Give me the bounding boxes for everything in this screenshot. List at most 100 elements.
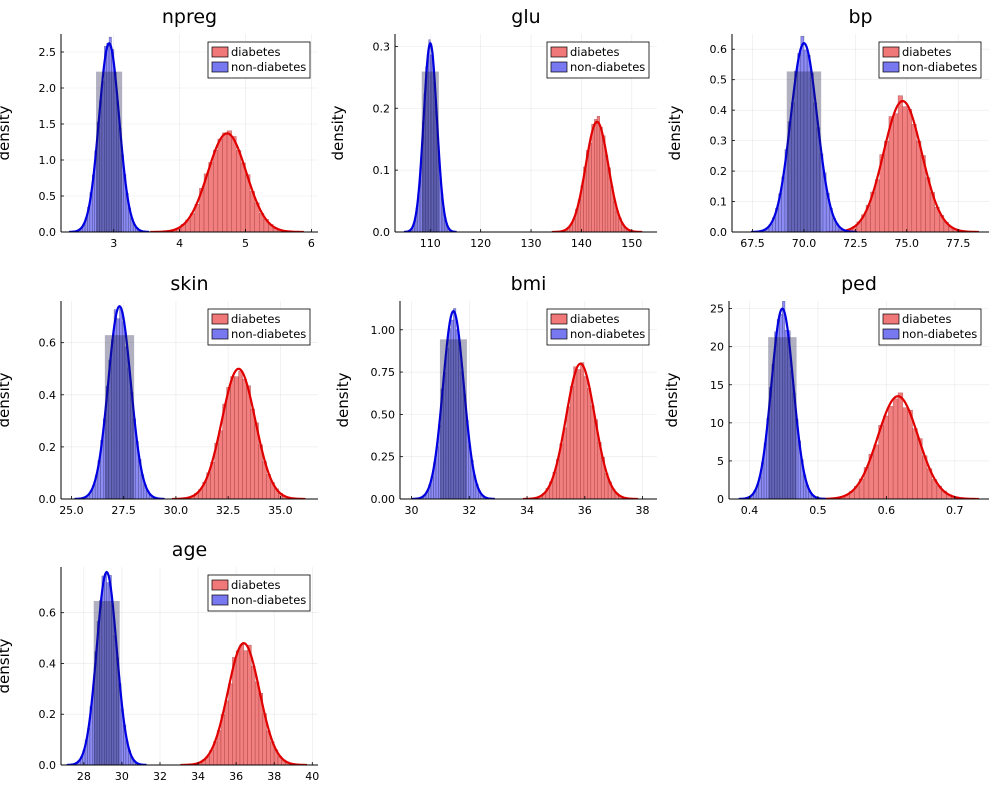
non-diabetes-density-line: [68, 42, 150, 232]
diabetes-bar: [251, 665, 256, 765]
x-tick-label: 70.0: [792, 237, 817, 250]
legend-label-diabetes: diabetes: [570, 45, 620, 59]
diabetes-bar: [878, 425, 884, 499]
x-tick-label: 130: [521, 237, 542, 250]
diabetes-bar: [566, 406, 571, 499]
diabetes-bar: [222, 132, 228, 232]
plot-area: [74, 304, 306, 499]
legend-swatch-diabetes: [550, 313, 568, 325]
y-tick-label: 0: [717, 493, 724, 506]
y-tick-label: 1.0: [39, 154, 57, 167]
diabetes-bar: [892, 398, 899, 499]
y-tick-label: 0.6: [710, 43, 728, 56]
y-tick-label: 0.00: [371, 493, 396, 506]
x-tick-label: 34: [191, 770, 205, 783]
legend-label-diabetes: diabetes: [902, 312, 952, 326]
x-tick-label: 0.6: [878, 504, 896, 517]
x-tick-label: 38: [267, 770, 281, 783]
diabetes-bar: [243, 650, 248, 765]
diabetes-bar: [226, 387, 231, 499]
x-tick-label: 5: [242, 237, 249, 250]
diabetes-bar: [217, 138, 223, 232]
y-tick-label: 15: [710, 379, 724, 392]
legend-swatch-non-diabetes: [882, 328, 900, 340]
y-axis-label: density: [0, 105, 13, 160]
y-tick-label: 0.1: [710, 196, 728, 209]
diabetes-bar: [594, 119, 598, 232]
panel-title: skin: [170, 273, 208, 295]
legend-swatch-non-diabetes: [211, 328, 229, 340]
legend-label-non-diabetes: non-diabetes: [231, 593, 306, 607]
legend-label-diabetes: diabetes: [231, 312, 281, 326]
diabetes-bar: [238, 370, 243, 499]
diabetes-bar: [580, 362, 585, 499]
diabetes-bar: [897, 392, 904, 499]
non-diabetes-core: [104, 335, 135, 499]
y-tick-label: 0.0: [39, 493, 57, 506]
x-tick-label: 120: [470, 237, 491, 250]
y-axis-label: density: [329, 105, 347, 160]
diabetes-bar: [897, 95, 903, 232]
y-tick-label: 0.3: [373, 40, 391, 53]
diabetes-bar: [224, 700, 229, 765]
diabetes-bar: [228, 683, 233, 765]
legend-label-diabetes: diabetes: [231, 578, 281, 592]
non-diabetes-core: [96, 71, 123, 232]
panel-npreg: 3 4 5 6 0.0 0.5 1.0 1.5 2.0 2.5 npreg density diabet…: [0, 6, 318, 250]
x-tick-label: 30: [405, 504, 419, 517]
diabetes-bar: [226, 130, 232, 232]
x-tick-label: 150: [621, 237, 642, 250]
x-tick-label: 3: [110, 237, 117, 250]
y-tick-label: 0.3: [710, 135, 728, 148]
x-tick-label: 0.4: [741, 504, 759, 517]
legend-swatch-diabetes: [211, 313, 229, 325]
diabetes-bar: [212, 149, 219, 232]
plot-area: [403, 39, 643, 232]
y-tick-label: 2.5: [39, 46, 57, 59]
diabetes-bar: [599, 126, 603, 232]
diabetes-bar: [902, 106, 908, 232]
diabetes-bar: [236, 150, 242, 232]
x-tick-label: 6: [308, 237, 315, 250]
legend-label-non-diabetes: non-diabetes: [902, 327, 977, 341]
panel-skin: 25.0 27.5 30.0 32.5 35.0 0.0 0.2 0.4 0.6 skin dens…: [0, 273, 318, 517]
y-tick-label: 0.50: [371, 408, 396, 421]
diabetes-bar: [218, 430, 223, 499]
panel-bp: 67.5 70.0 72.5 75.0 77.5 0.0 0.1 0.2 0.3 0.4 0.5 0.…: [666, 6, 989, 250]
legend-label-non-diabetes: non-diabetes: [570, 327, 645, 341]
diabetes-bar: [907, 409, 913, 499]
diabetes-bar: [902, 407, 908, 499]
non-diabetes-density-line: [738, 307, 827, 499]
panel-bmi: 30 32 34 36 38 0.00 0.25 0.50 0.75 1.00 bmi density…: [334, 273, 657, 517]
legend-label-diabetes: diabetes: [570, 312, 620, 326]
diabetes-bar: [573, 366, 578, 499]
non-diabetes-density-line: [74, 304, 165, 499]
diabetes-bar: [208, 162, 214, 232]
panel-title: age: [172, 539, 207, 561]
x-tick-label: 38: [636, 504, 650, 517]
diabetes-bar: [231, 136, 237, 232]
non-diabetes-density-line: [403, 41, 457, 232]
diabetes-bar: [912, 428, 918, 499]
diabetes-bar: [569, 386, 574, 499]
y-axis-label: density: [663, 372, 681, 427]
legend-swatch-non-diabetes: [882, 61, 900, 73]
diabetes-bar: [562, 427, 567, 499]
plot-area: [411, 308, 639, 499]
legend-label-non-diabetes: non-diabetes: [231, 60, 306, 74]
diabetes-bar: [240, 162, 246, 232]
plot-area: [68, 36, 304, 232]
y-axis-label: density: [0, 638, 13, 693]
non-diabetes-density-line: [751, 41, 857, 232]
x-tick-label: 34: [520, 504, 534, 517]
y-axis-label: density: [666, 105, 684, 160]
y-tick-label: 0.2: [373, 102, 391, 115]
x-tick-label: 110: [420, 237, 441, 250]
x-tick-label: 0.5: [809, 504, 827, 517]
y-axis-label: density: [334, 372, 352, 427]
legend-swatch-diabetes: [882, 313, 900, 325]
y-tick-label: 0.4: [710, 104, 728, 117]
